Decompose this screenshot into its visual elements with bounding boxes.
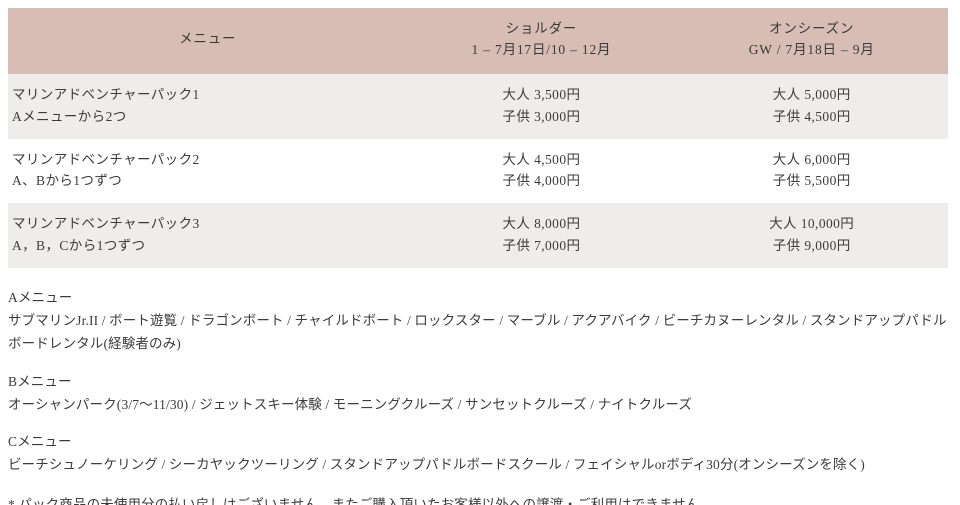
column-header-onseason: オンシーズン GW / 7月18日 – 9月	[675, 8, 948, 74]
row-shoulder-price-cell: 大人 4,500円 子供 4,000円	[407, 138, 676, 204]
table-header-row: メニュー ショルダー 1 – 7月17日/10 – 12月 オンシーズン GW …	[8, 8, 948, 74]
footnote: * パック商品の未使用分の払い戻しはございません。またご購入頂いたお客様以外への…	[8, 493, 952, 505]
menu-note-a: Aメニュー サブマリンJr.II / ボート遊覧 / ドラゴンボート / チャイ…	[8, 286, 952, 356]
row-onseason-price-cell: 大人 6,000円 子供 5,500円	[675, 138, 948, 204]
menu-note-c-title: Cメニュー	[8, 434, 72, 450]
row-shoulder-price-cell: 大人 3,500円 子供 3,000円	[407, 73, 676, 139]
column-header-onseason-title: オンシーズン	[769, 21, 855, 36]
menu-note-c: Cメニュー ビーチシュノーケリング / シーカヤックツーリング / スタンドアッ…	[8, 430, 952, 476]
pricing-table: メニュー ショルダー 1 – 7月17日/10 – 12月 オンシーズン GW …	[8, 8, 948, 268]
shoulder-adult-price: 大人 4,500円	[502, 151, 581, 167]
menu-notes: Aメニュー サブマリンJr.II / ボート遊覧 / ドラゴンボート / チャイ…	[8, 286, 952, 477]
onseason-child-price: 子供 5,500円	[772, 173, 851, 189]
column-header-shoulder: ショルダー 1 – 7月17日/10 – 12月	[407, 8, 676, 74]
shoulder-child-price: 子供 4,000円	[502, 173, 581, 189]
footnote-line-1: * パック商品の未使用分の払い戻しはございません。またご購入頂いたお客様以外への…	[8, 496, 713, 505]
package-name: マリンアドベンチャーパック3	[12, 216, 200, 232]
shoulder-child-price: 子供 7,000円	[502, 238, 581, 254]
package-detail: A，B，Cから1つずつ	[12, 238, 146, 254]
row-menu-cell: マリンアドベンチャーパック1 Aメニューから2つ	[8, 73, 408, 139]
column-header-menu: メニュー	[8, 8, 408, 74]
onseason-adult-price: 大人 5,000円	[772, 86, 851, 102]
column-header-onseason-period: GW / 7月18日 – 9月	[748, 41, 875, 57]
package-name: マリンアドベンチャーパック1	[12, 86, 200, 102]
menu-note-c-body: ビーチシュノーケリング / シーカヤックツーリング / スタンドアップパドルボー…	[8, 457, 865, 473]
row-menu-cell: マリンアドベンチャーパック2 A、Bから1つずつ	[8, 138, 408, 204]
row-menu-cell: マリンアドベンチャーパック3 A，B，Cから1つずつ	[8, 203, 408, 268]
table-row: マリンアドベンチャーパック3 A，B，Cから1つずつ 大人 8,000円 子供 …	[8, 203, 948, 268]
table-body: マリンアドベンチャーパック1 Aメニューから2つ 大人 3,500円 子供 3,…	[8, 73, 948, 268]
column-header-shoulder-period: 1 – 7月17日/10 – 12月	[471, 41, 612, 57]
column-header-menu-title: メニュー	[179, 31, 237, 47]
row-shoulder-price-cell: 大人 8,000円 子供 7,000円	[407, 203, 676, 268]
menu-note-b: Bメニュー オーシャンパーク(3/7〜11/30) / ジェットスキー体験 / …	[8, 370, 952, 416]
row-onseason-price-cell: 大人 5,000円 子供 4,500円	[675, 73, 948, 139]
column-header-shoulder-title: ショルダー	[505, 21, 578, 36]
shoulder-adult-price: 大人 8,000円	[502, 216, 581, 232]
package-detail: A、Bから1つずつ	[12, 173, 123, 189]
package-name: マリンアドベンチャーパック2	[12, 151, 200, 167]
table-row: マリンアドベンチャーパック2 A、Bから1つずつ 大人 4,500円 子供 4,…	[8, 138, 948, 204]
menu-note-a-title: Aメニュー	[8, 290, 73, 305]
table-row: マリンアドベンチャーパック1 Aメニューから2つ 大人 3,500円 子供 3,…	[8, 73, 948, 139]
menu-note-a-body: サブマリンJr.II / ボート遊覧 / ドラゴンボート / チャイルドボート …	[8, 313, 947, 352]
menu-note-b-title: Bメニュー	[8, 373, 72, 389]
onseason-child-price: 子供 4,500円	[772, 108, 851, 124]
onseason-adult-price: 大人 6,000円	[772, 151, 851, 167]
onseason-adult-price: 大人 10,000円	[769, 216, 855, 232]
shoulder-child-price: 子供 3,000円	[502, 108, 581, 124]
package-detail: Aメニューから2つ	[12, 108, 127, 124]
table-header: メニュー ショルダー 1 – 7月17日/10 – 12月 オンシーズン GW …	[8, 8, 948, 74]
onseason-child-price: 子供 9,000円	[772, 238, 851, 254]
menu-note-b-body: オーシャンパーク(3/7〜11/30) / ジェットスキー体験 / モーニングク…	[8, 396, 692, 412]
row-onseason-price-cell: 大人 10,000円 子供 9,000円	[675, 203, 948, 268]
shoulder-adult-price: 大人 3,500円	[502, 86, 581, 102]
pricing-page: メニュー ショルダー 1 – 7月17日/10 – 12月 オンシーズン GW …	[0, 8, 960, 505]
